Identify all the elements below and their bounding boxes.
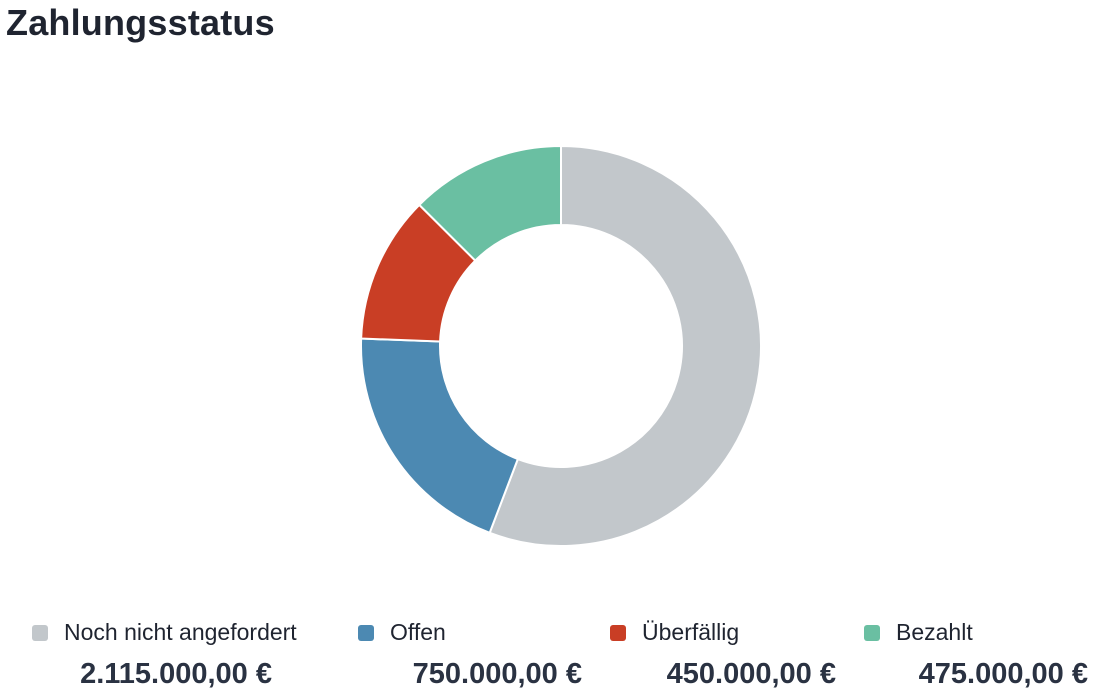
donut-chart <box>360 144 762 547</box>
donut-slice-noch-nicht-angefordert[interactable] <box>488 144 762 547</box>
legend-swatch <box>32 625 48 641</box>
legend-swatch <box>358 625 374 641</box>
legend-label: Noch nicht angefordert <box>64 619 297 645</box>
legend-value: 450.000,00 € <box>666 658 836 690</box>
donut-slice-offen[interactable] <box>360 337 520 535</box>
legend-swatch <box>610 625 626 641</box>
legend-label: Offen <box>390 619 446 645</box>
donut-slice-bezahlt[interactable] <box>417 144 562 263</box>
legend-swatch <box>864 625 880 641</box>
legend-value: 475.000,00 € <box>918 658 1088 690</box>
legend-label: Überfällig <box>642 619 740 645</box>
legend-label: Bezahlt <box>896 619 973 645</box>
legend-value: 750.000,00 € <box>412 658 582 690</box>
page-title: Zahlungsstatus <box>6 2 275 43</box>
legend-value: 2.115.000,00 € <box>80 658 272 690</box>
